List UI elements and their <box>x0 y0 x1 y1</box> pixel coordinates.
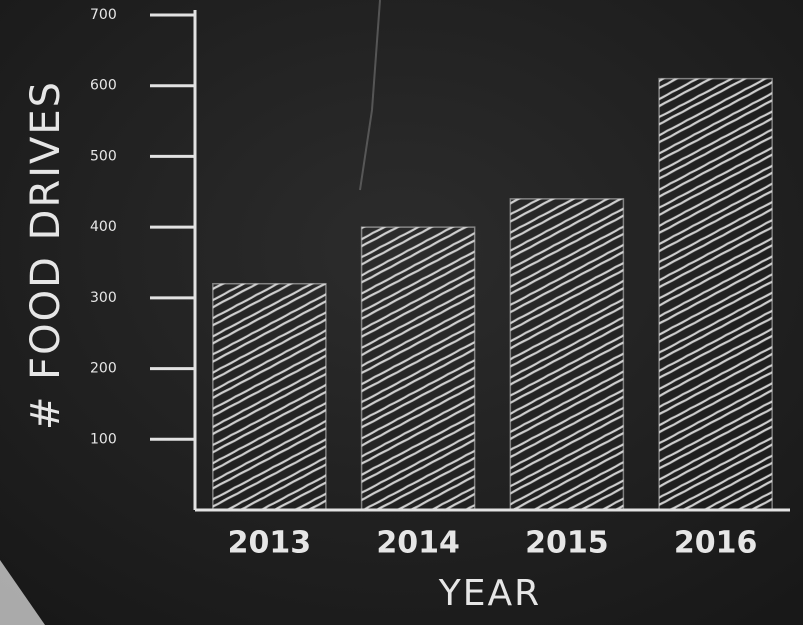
plot-area: 100 200 300 400 500 600 700 2013 2014 2015 2016 <box>90 7 790 561</box>
y-tick-label: 600 <box>90 78 117 94</box>
x-tick-label: 2015 <box>525 526 609 561</box>
y-tick-label: 700 <box>90 7 117 23</box>
y-tick-label: 200 <box>90 361 117 377</box>
bar <box>509 198 625 511</box>
bar <box>658 77 773 511</box>
y-tick-label: 400 <box>90 219 117 235</box>
x-tick-label: 2014 <box>376 526 460 561</box>
bar <box>212 282 327 511</box>
x-tick-label: 2016 <box>674 526 758 561</box>
y-axis-title: # FOOD DRIVES <box>23 80 69 430</box>
y-tick-label: 500 <box>90 148 117 164</box>
chalk-stroke <box>359 0 381 191</box>
x-axis-title: YEAR <box>438 573 541 614</box>
x-tick-label: 2013 <box>228 526 312 561</box>
chalk-corner <box>0 560 45 625</box>
y-tick-label: 300 <box>90 290 117 306</box>
y-tick-label: 100 <box>90 431 117 447</box>
bar <box>360 226 476 511</box>
